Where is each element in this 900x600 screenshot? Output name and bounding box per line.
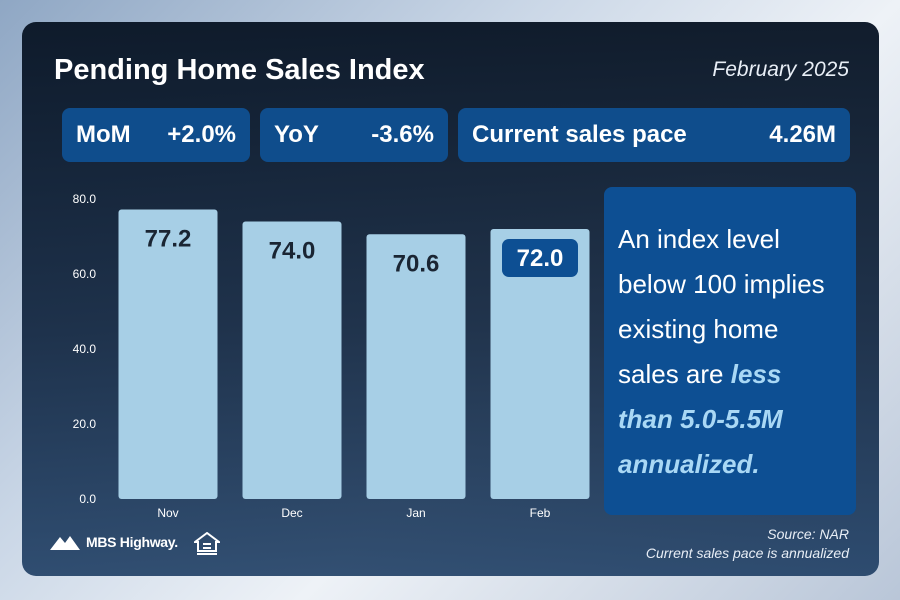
y-tick-label: 40.0 — [73, 342, 97, 356]
data-label-jan: 70.6 — [393, 250, 440, 277]
source-note: Source: NAR Current sales pace is annual… — [646, 525, 849, 563]
x-tick-label: Dec — [281, 506, 302, 520]
y-tick-label: 0.0 — [79, 492, 96, 506]
y-tick-label: 60.0 — [73, 267, 97, 281]
mountain-icon — [50, 536, 80, 550]
x-tick-label: Nov — [157, 506, 178, 520]
stat-sales-pace-value: 4.26M — [769, 121, 836, 148]
y-tick-label: 20.0 — [73, 417, 97, 431]
equal-housing-icon — [194, 532, 220, 555]
stat-mom: MoM +2.0% — [62, 108, 250, 162]
y-tick-label: 80.0 — [73, 192, 97, 206]
data-label-nov: 77.2 — [145, 226, 192, 253]
bar-feb — [490, 229, 590, 499]
infographic-card: Pending Home Sales Index February 2025 M… — [22, 22, 879, 576]
brand-name: MBS Highway. — [86, 534, 178, 550]
stat-sales-pace: Current sales pace 4.26M — [458, 108, 850, 162]
data-label-feb: 72.0 — [517, 245, 564, 272]
info-emphasis: less than 5.0-5.5M annualized. — [618, 359, 783, 479]
bar-dec — [242, 221, 342, 499]
x-tick-label: Feb — [530, 506, 551, 520]
page-title: Pending Home Sales Index — [54, 54, 425, 86]
info-text: An index level below 100 implies existin… — [618, 224, 825, 389]
bar-chart: 0.0 20.0 40.0 60.0 80.0 77.2 Nov 74.0 Dec 70.6 Jan… — [73, 192, 590, 520]
source-text: Source: NAR — [767, 526, 849, 542]
bar-jan — [366, 234, 466, 499]
stat-mom-label: MoM — [76, 121, 131, 148]
stat-mom-value: +2.0% — [167, 121, 236, 148]
bar-nov — [118, 209, 218, 499]
highlight-label-bg — [502, 239, 578, 277]
stat-sales-pace-label: Current sales pace — [472, 121, 687, 148]
brand-logo: MBS Highway. — [50, 534, 178, 550]
data-label-dec: 74.0 — [269, 238, 316, 265]
annualized-note: Current sales pace is annualized — [645, 545, 849, 561]
report-date: February 2025 — [712, 58, 849, 81]
stat-yoy: YoY -3.6% — [260, 108, 448, 162]
stat-yoy-value: -3.6% — [371, 121, 434, 148]
info-callout: An index level below 100 implies existin… — [604, 187, 856, 515]
x-tick-label: Jan — [406, 506, 425, 520]
stat-yoy-label: YoY — [274, 121, 319, 148]
